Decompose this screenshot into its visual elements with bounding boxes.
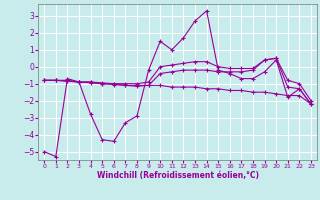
X-axis label: Windchill (Refroidissement éolien,°C): Windchill (Refroidissement éolien,°C) xyxy=(97,171,259,180)
